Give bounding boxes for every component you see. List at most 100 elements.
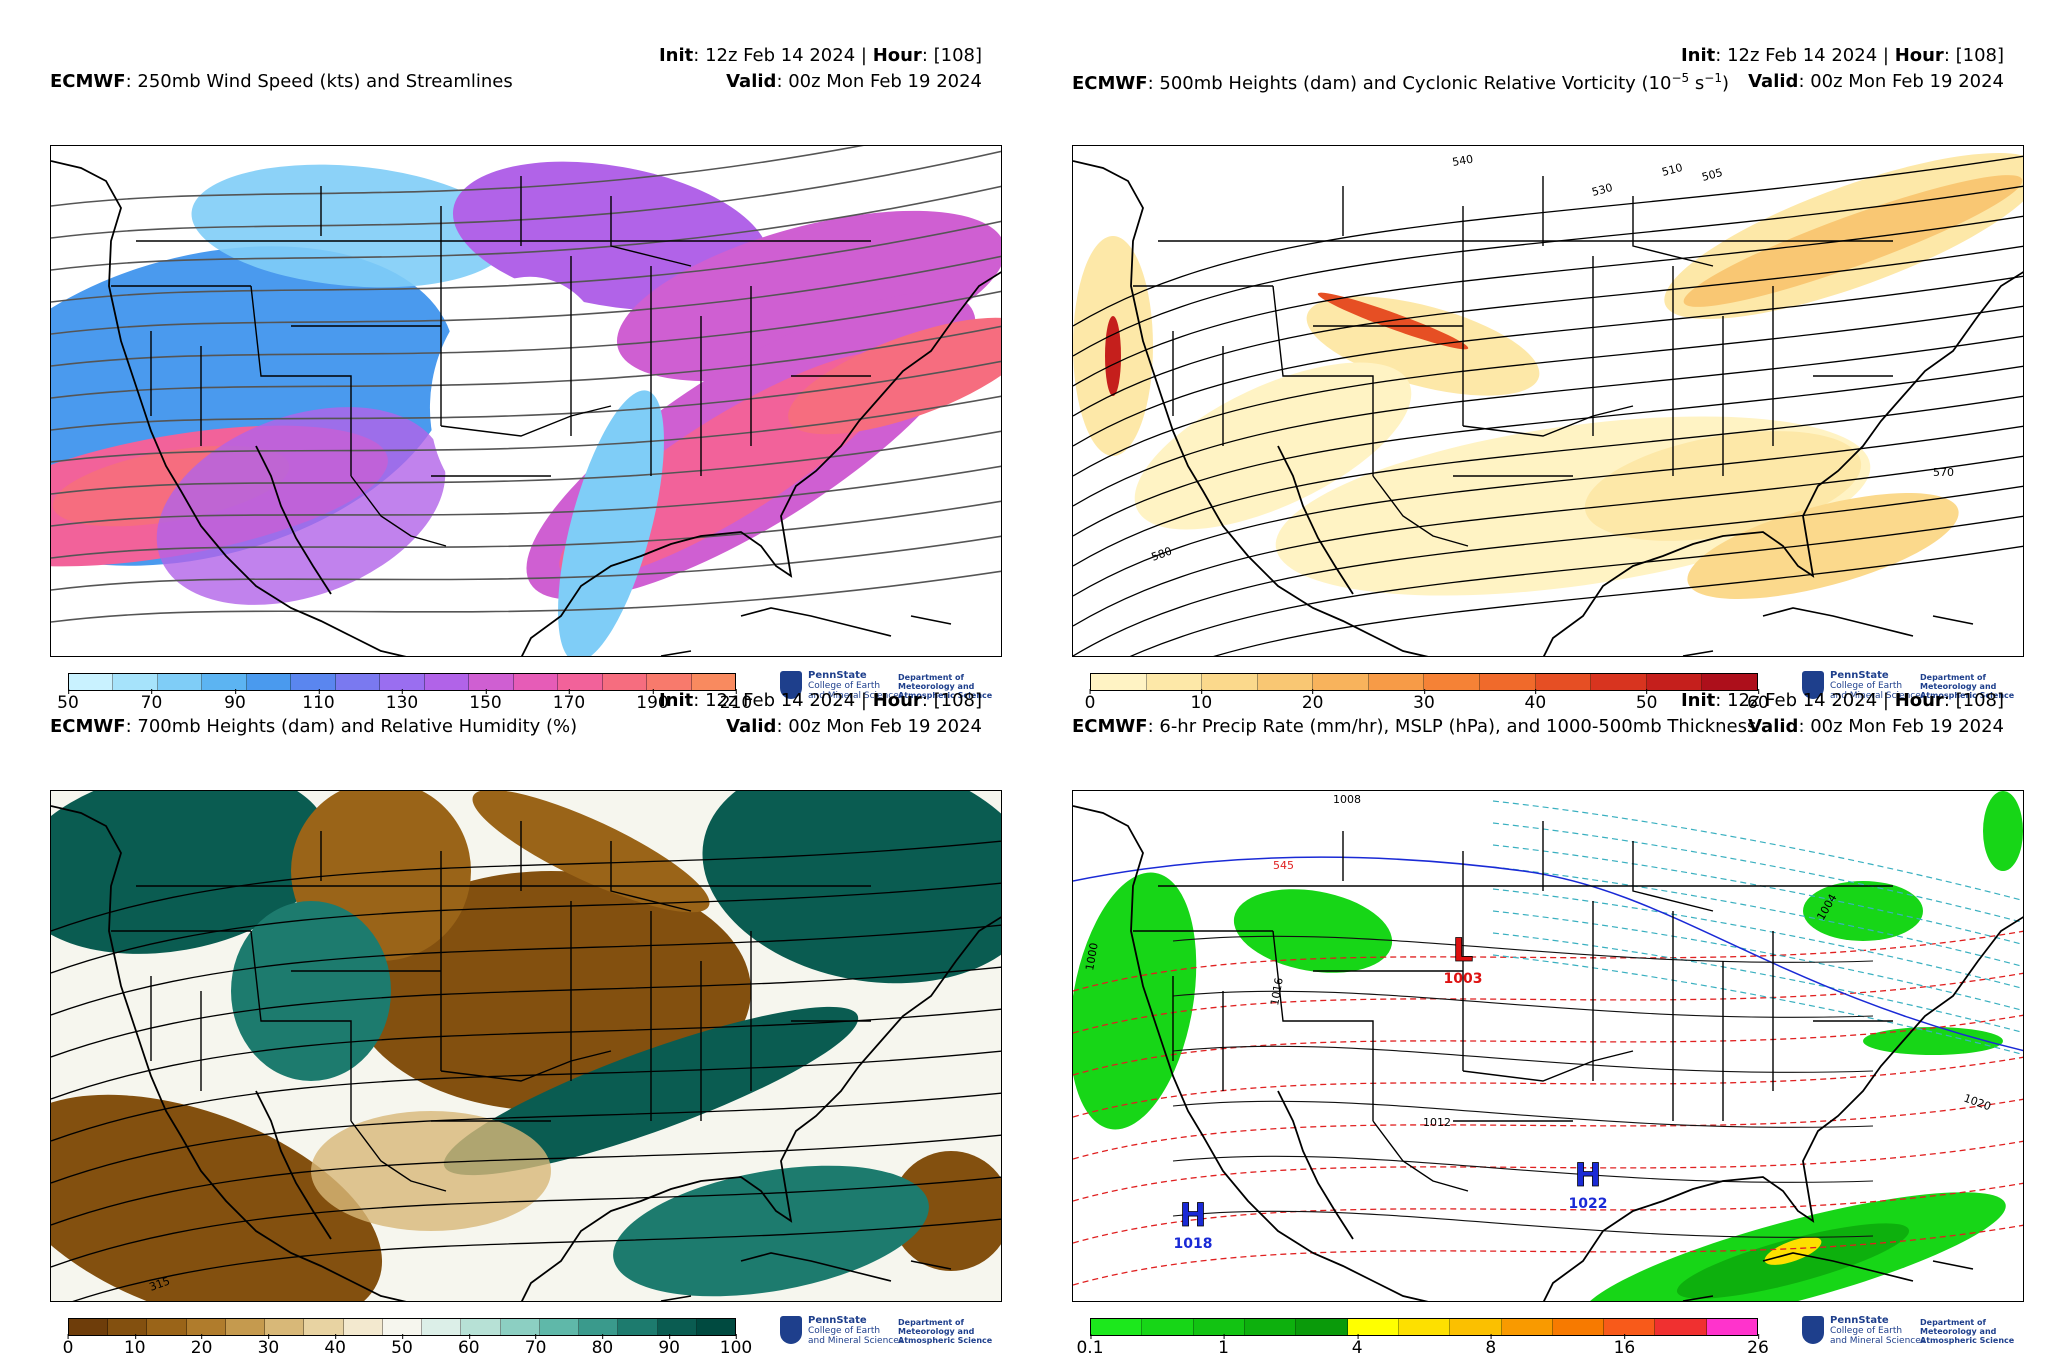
- university-name: PennState: [808, 670, 867, 681]
- colorbar-segment: [1424, 674, 1481, 690]
- colorbar-segment: [225, 1319, 266, 1335]
- title-text: : 6-hr Precip Rate (mm/hr), MSLP (hPa), …: [1147, 716, 1757, 737]
- map-title: ECMWF: 500mb Heights (dam) and Cyclonic …: [1072, 71, 1729, 94]
- colorbar-tick-label: 40: [324, 1334, 347, 1358]
- colorbar-segment: [343, 1319, 383, 1335]
- college-line: College of Earth: [1830, 681, 1903, 691]
- colorbar-tick-label: 40: [1524, 689, 1547, 713]
- title-text: : 250mb Wind Speed (kts) and Streamlines: [125, 71, 513, 92]
- colorbar-segment: [1368, 674, 1425, 690]
- colorbar-segment: [422, 1319, 462, 1335]
- university-name: PennState: [1830, 670, 1889, 681]
- college-line: and Mineral Sciences: [1830, 691, 1926, 701]
- pressure-center-letter: H: [1180, 1196, 1207, 1234]
- valid-line: Valid: 00z Mon Feb 19 2024: [1748, 716, 2004, 737]
- shield-icon: [1802, 1316, 1824, 1344]
- college-text: PennState College of Earth and Mineral Sci…: [808, 1315, 904, 1347]
- department-line: Meteorology and: [898, 1327, 975, 1336]
- hour-value: : [108]: [1943, 45, 2004, 66]
- university-name: PennState: [1830, 1315, 1889, 1326]
- map-area: 540 530 510 505 570 580: [1072, 145, 2024, 657]
- colorbar-ticks: 50 70 90 110 130 150 170 190 210: [57, 689, 752, 719]
- colorbar-segment: [1091, 1319, 1143, 1335]
- init-value: : 12z Feb 14 2024 |: [1715, 690, 1895, 711]
- department-line: Department of: [898, 673, 965, 682]
- map-canvas: [51, 146, 1001, 656]
- colorbar-segment: [424, 674, 470, 690]
- colorbar-segment: [579, 1319, 619, 1335]
- contour-label: 530: [1590, 181, 1614, 199]
- colorbar-segment: [657, 1319, 697, 1335]
- colorbar-segment: [1091, 674, 1147, 690]
- colorbar-tick-label: 0: [1084, 689, 1096, 713]
- colorbar-tick-label: 30: [257, 1334, 280, 1358]
- init-line: Init: 12z Feb 14 2024 | Hour: [108]: [659, 690, 982, 711]
- colorbar-tick-label: 100: [719, 1334, 753, 1358]
- valid-label: Valid: [1748, 71, 1799, 92]
- colorbar-segment: [108, 1319, 148, 1335]
- department-line: Meteorology and: [1920, 1327, 1997, 1336]
- colorbar-segment: [1501, 1319, 1553, 1335]
- colorbar-segment: [382, 1319, 423, 1335]
- colorbar-segment: [335, 674, 381, 690]
- university-name: PennState: [808, 1315, 867, 1326]
- colorbar-tick-label: 50: [1635, 689, 1658, 713]
- colorbar-tick-label: 80: [591, 1334, 614, 1358]
- colorbar-tick-label: 150: [469, 689, 502, 713]
- shield-icon: [780, 671, 802, 699]
- colorbar-segment: [186, 1319, 226, 1335]
- panel-precip-mslp: Init: 12z Feb 14 2024 | Hour: [108] Valid…: [1022, 690, 2024, 1358]
- valid-value: : 00z Mon Feb 19 2024: [776, 71, 982, 92]
- colorbar-tick-label: 50: [57, 689, 79, 713]
- contour-label: 545: [1273, 859, 1294, 872]
- colorbar-tick-label: 130: [385, 689, 419, 713]
- title-tail: s: [1689, 73, 1705, 94]
- init-line: Init: 12z Feb 14 2024 | Hour: [108]: [1681, 45, 2004, 66]
- init-line: Init: 12z Feb 14 2024 | Hour: [108]: [659, 45, 982, 66]
- college-line: College of Earth: [1830, 1326, 1903, 1336]
- colorbar-segment: [291, 674, 336, 690]
- colorbar-segment: [1398, 1319, 1451, 1335]
- map-canvas: 315: [51, 791, 1001, 1301]
- colorbar-segment: [265, 1319, 305, 1335]
- init-label: Init: [658, 690, 694, 711]
- colorbar-segment: [1193, 1319, 1245, 1335]
- colorbar-segment: [1313, 674, 1369, 690]
- hour-label: Hour: [872, 45, 922, 66]
- pressure-center-letter: H: [1575, 1156, 1602, 1194]
- college-line: College of Earth: [808, 681, 881, 691]
- model-name: ECMWF: [1072, 716, 1148, 737]
- map-area: 315: [50, 790, 1002, 1302]
- valid-line: Valid: 00z Mon Feb 19 2024: [1748, 71, 2004, 92]
- colorbar-segment: [1604, 1319, 1656, 1335]
- model-name: ECMWF: [50, 71, 126, 92]
- model-name: ECMWF: [50, 716, 126, 737]
- department-line: Atmospheric Science: [1920, 691, 2015, 700]
- colorbar-segment: [1146, 674, 1203, 690]
- colorbar-tick-label: 30: [1413, 689, 1435, 713]
- colorbar-segment: [1202, 674, 1258, 690]
- colorbar-segment: [1706, 1319, 1758, 1335]
- department-line: Meteorology and: [1920, 682, 1997, 691]
- colorbar-tick-label: 90: [224, 689, 246, 713]
- department-line: Atmospheric Science: [1920, 1336, 2015, 1345]
- department-line: Department of: [1920, 673, 1987, 682]
- colorbar-segment: [1552, 1319, 1605, 1335]
- colorbar-tick-label: 170: [552, 689, 586, 713]
- colorbar-segment: [558, 674, 603, 690]
- department-line: Meteorology and: [898, 682, 975, 691]
- pennstate-logo: PennState College of Earth and Mineral Sci…: [780, 1316, 1000, 1348]
- contour-label: 1012: [1423, 1116, 1451, 1129]
- colorbar-segment: [696, 1319, 735, 1335]
- init-label: Init: [1680, 690, 1716, 711]
- college-line: and Mineral Sciences: [808, 1336, 904, 1346]
- init-value: : 12z Feb 14 2024 |: [1715, 45, 1895, 66]
- college-line: and Mineral Sciences: [1830, 1336, 1926, 1346]
- colorbar-segment: [246, 674, 292, 690]
- department-text: Department of Meteorology and Atmospheric …: [1920, 1318, 2014, 1345]
- map-title: ECMWF: 250mb Wind Speed (kts) and Stream…: [50, 71, 513, 92]
- panel-250mb-wind: Init: 12z Feb 14 2024 | Hour: [108] Valid…: [0, 45, 1002, 713]
- colorbar-tick-label: 190: [636, 689, 669, 713]
- hour-label: Hour: [1894, 690, 1944, 711]
- valid-label: Valid: [1748, 716, 1799, 737]
